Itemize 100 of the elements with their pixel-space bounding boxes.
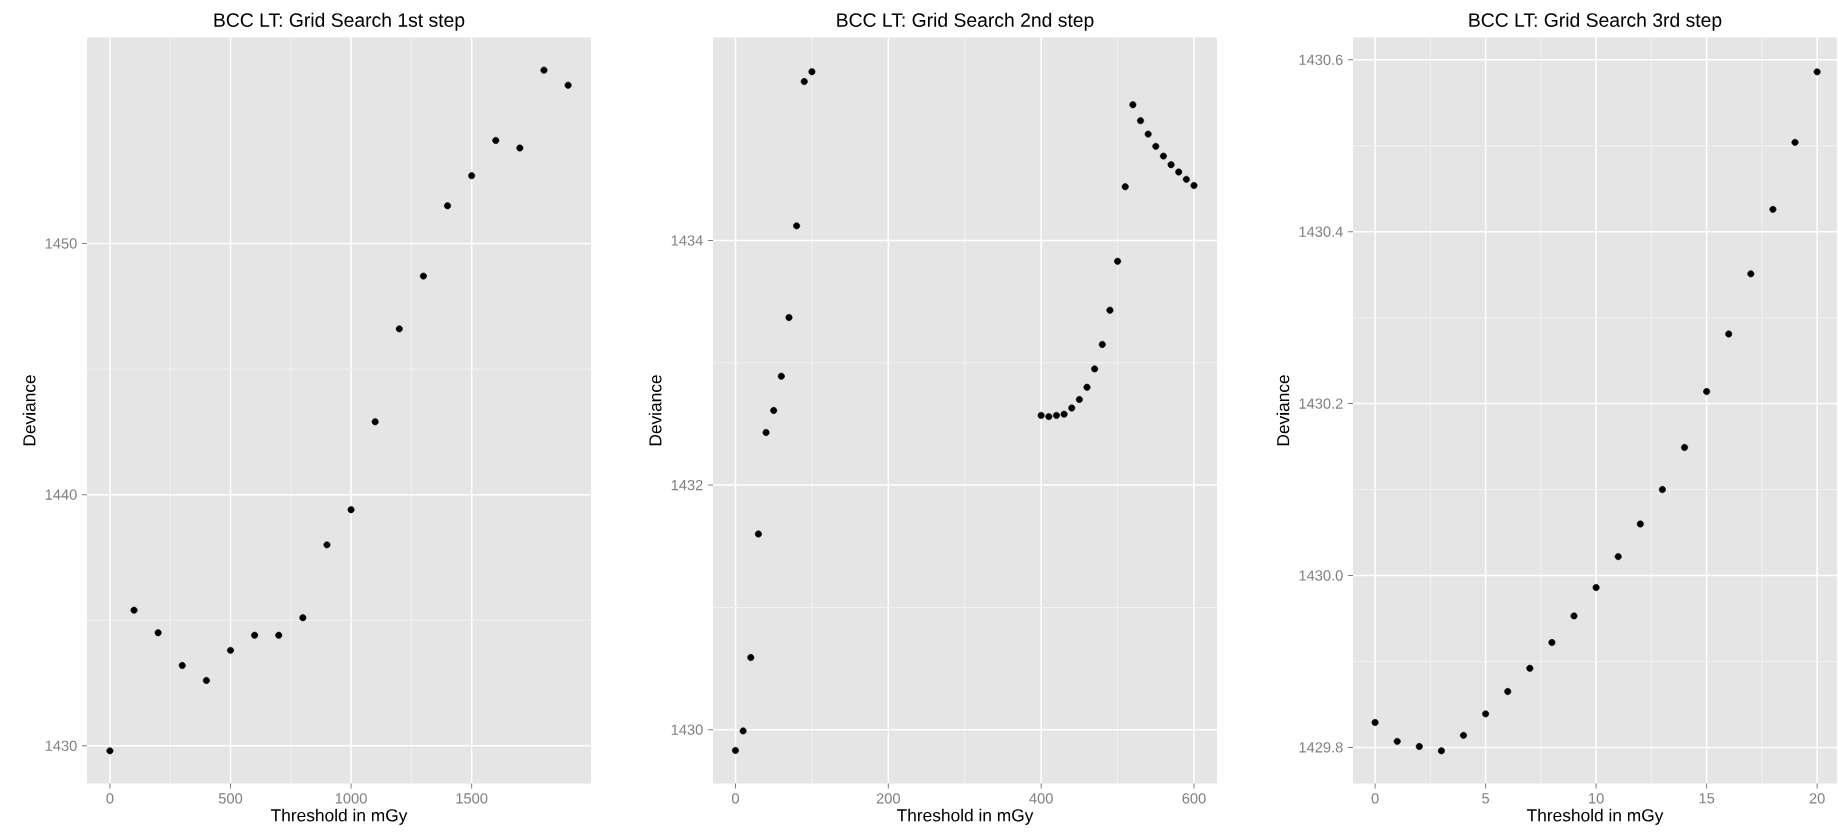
x-axis-title: Threshold in mGy (1527, 808, 1664, 825)
point (1614, 553, 1622, 561)
y-tick-label: 1429.8 (1299, 742, 1343, 753)
point (1526, 664, 1534, 672)
point (739, 727, 747, 735)
point (1083, 383, 1091, 391)
point (1725, 330, 1733, 338)
point (275, 631, 283, 639)
point (1747, 270, 1755, 278)
point (1371, 718, 1379, 726)
point (154, 629, 162, 637)
point (770, 407, 778, 414)
x-tick-label: 500 (218, 793, 243, 804)
point (1703, 388, 1711, 396)
point (800, 78, 808, 85)
point (130, 606, 138, 614)
point (732, 747, 739, 754)
point (1037, 411, 1045, 419)
point (754, 530, 762, 538)
point (1570, 612, 1578, 620)
y-tick-label: 1430 (45, 740, 77, 751)
point (777, 372, 785, 380)
point (1075, 396, 1083, 403)
point (1159, 152, 1167, 160)
y-tick-label: 1430 (671, 724, 703, 735)
y-tick-label: 1430.4 (1299, 226, 1343, 237)
y-tick-label: 1434 (671, 235, 703, 246)
point (1068, 404, 1076, 412)
point (1137, 117, 1144, 125)
point (1114, 257, 1122, 265)
y-tick-label: 1432 (671, 479, 703, 491)
point (347, 506, 355, 514)
x-tick-label: 20 (1809, 793, 1825, 804)
point (1482, 710, 1490, 718)
point (1098, 340, 1106, 348)
point (1813, 68, 1821, 76)
x-tick-label: 400 (1029, 793, 1053, 804)
point (323, 541, 331, 549)
y-axis-title: Deviance (1276, 375, 1290, 446)
point (419, 272, 427, 280)
point (1791, 138, 1799, 146)
point (793, 222, 801, 230)
point (468, 172, 476, 180)
point (762, 429, 770, 436)
x-tick-label: 0 (106, 793, 114, 804)
point (1592, 584, 1600, 591)
point (808, 68, 816, 76)
y-tick-label: 1430.0 (1299, 570, 1343, 581)
point (1152, 142, 1160, 150)
point (516, 144, 524, 152)
x-tick-label: 0 (1371, 793, 1379, 804)
point (747, 654, 755, 661)
point (251, 631, 259, 639)
point (227, 646, 234, 654)
point (1175, 168, 1183, 176)
x-tick-label: 600 (1182, 793, 1206, 804)
y-tick-label: 1440 (45, 489, 77, 500)
point (1415, 743, 1423, 750)
point (1129, 101, 1137, 109)
x-tick-label: 15 (1699, 793, 1715, 804)
point (178, 661, 186, 669)
point (1106, 306, 1114, 314)
x-axis-title: Threshold in mGy (897, 808, 1034, 825)
y-axis-title: Deviance (648, 375, 662, 446)
point (395, 325, 403, 333)
x-tick-label: 200 (876, 793, 900, 804)
chart-title: BCC LT: Grid Search 1st step (214, 12, 465, 31)
point (1460, 731, 1467, 739)
x-tick-label: 5 (1482, 793, 1490, 804)
y-tick-label: 1430.2 (1299, 398, 1343, 409)
point (1182, 175, 1190, 183)
point (785, 314, 793, 322)
y-tick-label: 1430.6 (1299, 54, 1343, 66)
point (1144, 130, 1152, 138)
point (1437, 747, 1445, 755)
point (564, 81, 572, 89)
point (492, 137, 500, 144)
y-tick-label: 1450 (45, 238, 77, 249)
point (371, 418, 379, 426)
point (1681, 443, 1688, 451)
point (202, 677, 210, 684)
point (1190, 182, 1198, 189)
point (1060, 410, 1068, 418)
point (1045, 413, 1053, 421)
point (1052, 411, 1060, 419)
chart-title: BCC LT: Grid Search 3rd step (1469, 12, 1722, 31)
x-tick-label: 1500 (456, 793, 488, 804)
point (444, 202, 451, 210)
point (299, 614, 307, 622)
point (1658, 486, 1666, 494)
point (1548, 639, 1556, 646)
point (106, 747, 114, 755)
point (1393, 737, 1401, 745)
x-tick-label: 0 (731, 793, 739, 804)
y-axis-title: Deviance (22, 375, 36, 446)
chart-title: BCC LT: Grid Search 2nd step (837, 12, 1094, 31)
point (540, 66, 548, 74)
point (1769, 205, 1777, 213)
x-axis-title: Threshold in mGy (271, 808, 408, 825)
point (1636, 520, 1644, 528)
